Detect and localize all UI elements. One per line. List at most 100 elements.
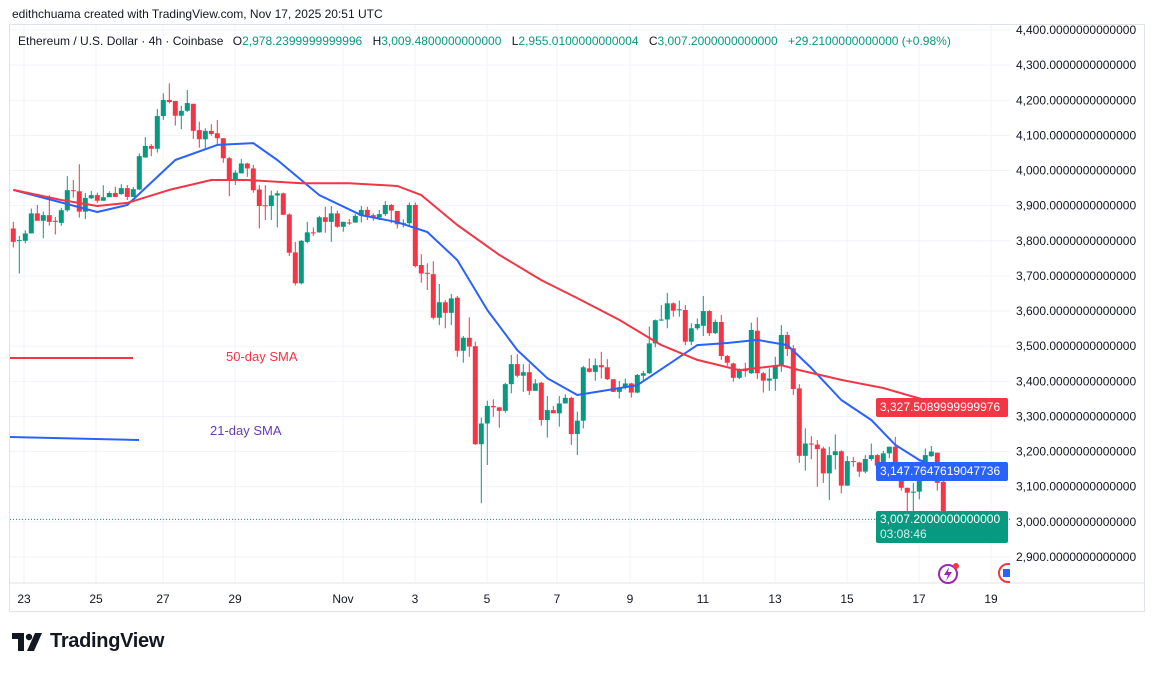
grid (10, 25, 1010, 583)
candle-body (226, 158, 232, 181)
candle (280, 192, 286, 215)
candle (274, 190, 280, 228)
candle (364, 206, 370, 221)
close-value: 3,007.2000000000000 (657, 34, 778, 48)
candle (604, 359, 610, 380)
candle-body (166, 99, 172, 103)
candle (694, 318, 700, 331)
candle-body (340, 221, 346, 227)
candle (502, 382, 508, 413)
candle (52, 216, 58, 235)
candle (148, 144, 154, 157)
candle-body (424, 272, 430, 274)
moving-averages (13, 142, 950, 471)
tradingview-logo[interactable]: TradingView (12, 630, 164, 653)
candle-body (910, 491, 916, 493)
sma21-annotation-line (9, 436, 140, 441)
candle-body (802, 443, 808, 456)
candle-body (868, 455, 874, 459)
price-axis-label: 4,200.0000000000000 (1016, 93, 1136, 107)
candle (220, 138, 226, 163)
candle-body (34, 213, 40, 221)
candle-body (526, 372, 532, 391)
candle-body (928, 451, 934, 457)
calendar-icon[interactable] (996, 561, 1010, 583)
candle-body (862, 458, 868, 472)
price-axis-label: 4,400.0000000000000 (1016, 23, 1136, 37)
candle (712, 319, 718, 334)
candle-body (208, 130, 214, 134)
candle (640, 370, 646, 380)
candle-body (484, 405, 490, 424)
sma21-line (13, 142, 950, 471)
candle (160, 93, 166, 120)
candle-body (256, 189, 262, 207)
candle-body (178, 110, 184, 116)
candle-body (430, 274, 436, 318)
candle-body (22, 233, 28, 241)
candle-body (58, 210, 64, 223)
candle-body (646, 343, 652, 374)
candle (142, 137, 148, 158)
candle-body (142, 145, 148, 158)
candle (34, 204, 40, 221)
candle (886, 446, 892, 459)
price-axis-label: 3,200.0000000000000 (1016, 445, 1136, 459)
candle (124, 184, 130, 201)
candle (760, 371, 766, 393)
candle (448, 293, 454, 326)
symbol-title[interactable]: Ethereum / U.S. Dollar · 4h · Coinbase (18, 34, 224, 48)
candle-body (688, 328, 694, 342)
candle (70, 180, 76, 198)
candle-body (628, 383, 634, 393)
candle (538, 382, 544, 426)
candle (244, 162, 250, 177)
logo-text: TradingView (50, 630, 165, 652)
candle-body (538, 382, 544, 420)
candle (394, 210, 400, 229)
candle (574, 411, 580, 456)
candle-body (574, 420, 580, 435)
candle-body (556, 403, 562, 414)
candle (568, 396, 574, 445)
candle-body (784, 334, 790, 350)
candle (598, 351, 604, 379)
candle-body (478, 423, 484, 445)
candle (556, 396, 562, 427)
candle-body (16, 240, 22, 242)
candle (754, 317, 760, 380)
sma50-price-tag: 3,327.5089999999976 (876, 398, 1008, 417)
candle-body (76, 191, 82, 212)
candle-body (730, 363, 736, 378)
lightning-icon[interactable] (936, 561, 959, 584)
price-axis-label: 2,900.0000000000000 (1016, 550, 1136, 564)
candle (346, 219, 352, 225)
candle-body (202, 130, 208, 140)
candle (526, 363, 532, 396)
candle (892, 436, 898, 467)
candle (616, 380, 622, 399)
candle-body (616, 387, 622, 392)
close-price-tag: 3,007.2000000000000 03:08:46 (876, 511, 1008, 543)
candle-body (664, 303, 670, 320)
candle (508, 354, 514, 394)
candle (250, 164, 256, 193)
price-axis-label: 3,600.0000000000000 (1016, 304, 1136, 318)
candle-body (364, 209, 370, 216)
candle-body (376, 214, 382, 218)
open-key: O (232, 34, 243, 48)
candle (388, 203, 394, 224)
candle-body (106, 193, 112, 198)
candle (184, 90, 190, 112)
candle-body (568, 397, 574, 435)
candle (820, 446, 826, 483)
candle-body (562, 397, 568, 404)
candle-body (634, 375, 640, 393)
candle-body (712, 321, 718, 334)
candle-body (604, 367, 610, 380)
candle (826, 446, 832, 501)
candle-body (682, 310, 688, 342)
candle-body (676, 309, 682, 311)
candle-body (598, 365, 604, 368)
